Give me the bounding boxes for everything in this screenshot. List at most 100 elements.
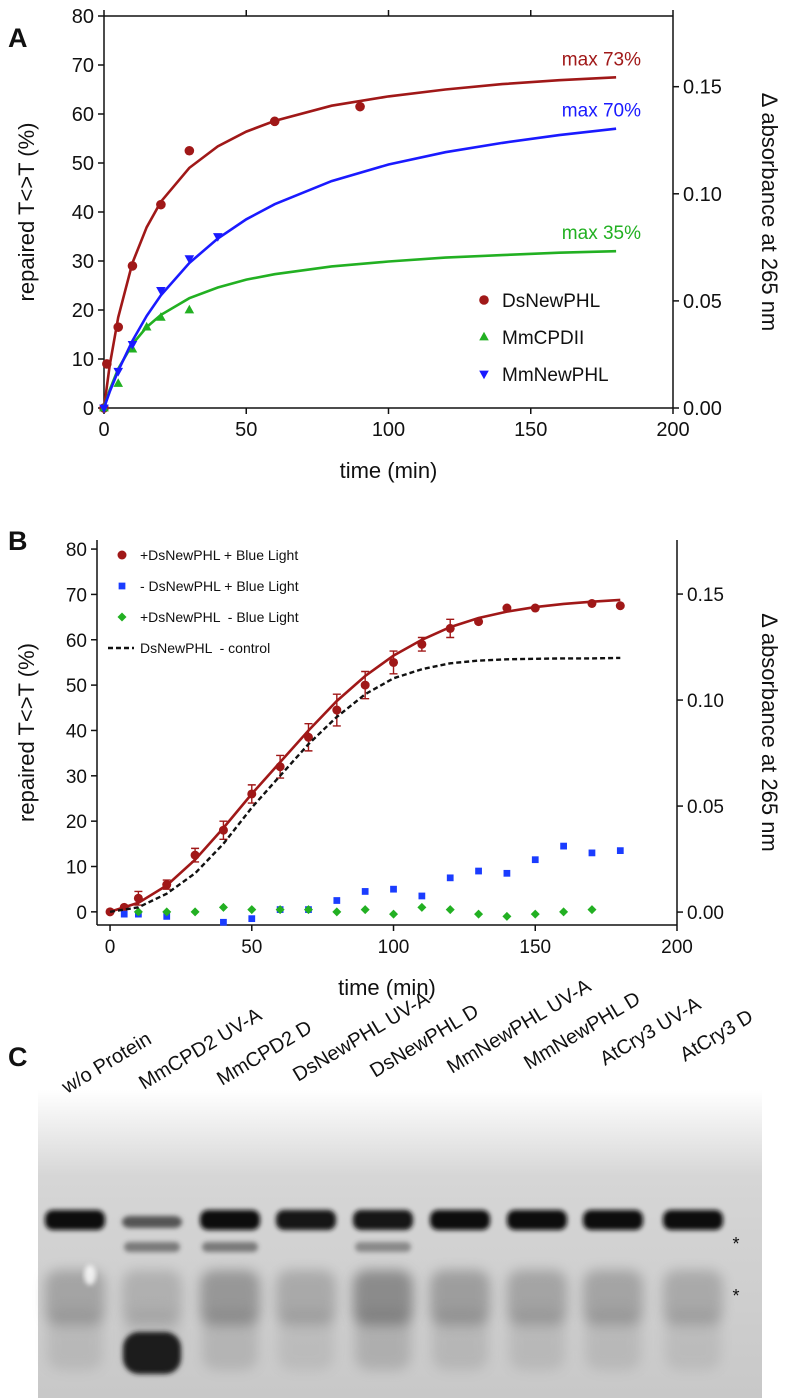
marker <box>389 657 399 667</box>
marker <box>445 905 455 915</box>
marker <box>156 287 166 296</box>
y-tick-label: 30 <box>72 251 94 273</box>
gel-smear <box>665 1310 721 1370</box>
marker <box>616 847 624 855</box>
y2-axis-title: Δ absorbance at 265 nm <box>757 93 782 332</box>
fit-curve <box>102 127 617 409</box>
marker <box>360 680 370 690</box>
gel-smear <box>355 1310 411 1370</box>
y-tick-label: 50 <box>66 676 87 697</box>
y-axis-title: repaired T<>T (%) <box>14 643 39 822</box>
x-axis-title: time (min) <box>340 458 438 483</box>
legend-marker <box>117 612 127 622</box>
marker <box>163 913 171 920</box>
gel-smear <box>202 1310 258 1370</box>
x-tick-label: 0 <box>105 937 116 958</box>
marker <box>559 907 569 917</box>
marker <box>418 892 426 900</box>
y2-tick-label: 0.00 <box>683 398 722 420</box>
gel-band <box>583 1210 643 1230</box>
y2-tick-label: 0.15 <box>683 77 722 99</box>
y2-tick-label: 0.10 <box>683 184 722 206</box>
marker <box>417 902 427 912</box>
legend-label: MmNewPHL <box>502 365 609 386</box>
marker <box>332 705 342 715</box>
legend-label: MmCPDII <box>502 328 584 349</box>
legend-label: +DsNewPHL + Blue Light <box>140 547 298 563</box>
legend-label: DsNewPHL - control <box>140 640 270 656</box>
marker <box>133 907 143 917</box>
marker <box>213 233 223 242</box>
marker <box>248 915 256 923</box>
marker <box>220 918 227 926</box>
fit-curve <box>102 76 617 409</box>
legend-marker <box>479 295 489 305</box>
marker <box>113 367 124 377</box>
gel-blob <box>123 1332 181 1374</box>
marker <box>355 101 365 112</box>
marker <box>587 905 597 915</box>
gel-band <box>430 1210 490 1230</box>
x-tick-label: 0 <box>98 419 109 441</box>
marker <box>446 874 454 882</box>
gel-band <box>507 1210 567 1230</box>
marker <box>247 905 257 915</box>
legend-label: +DsNewPHL - Blue Light <box>140 609 299 625</box>
y2-tick-label: 0.05 <box>683 291 722 313</box>
y2-tick-label: 0.00 <box>687 903 724 924</box>
marker <box>184 304 195 314</box>
marker <box>133 893 143 903</box>
marker <box>389 909 399 919</box>
marker <box>120 910 128 918</box>
y-tick-label: 0 <box>83 398 94 420</box>
marker <box>503 869 511 877</box>
marker <box>303 905 313 915</box>
marker <box>127 340 138 350</box>
gel-band <box>122 1216 182 1228</box>
marker <box>530 909 540 919</box>
y-tick-label: 40 <box>66 721 87 742</box>
marker <box>275 905 285 915</box>
gel-band <box>353 1210 413 1230</box>
marker <box>184 145 195 156</box>
marker <box>156 199 166 210</box>
marker <box>127 261 138 271</box>
x-tick-label: 150 <box>519 937 551 958</box>
marker <box>218 825 228 835</box>
band-marker: * <box>732 1286 739 1306</box>
gel-band <box>200 1210 260 1230</box>
legend-marker <box>118 582 126 590</box>
gel-band <box>45 1210 105 1230</box>
gel-band <box>355 1242 411 1252</box>
marker <box>615 601 625 611</box>
marker <box>587 598 597 608</box>
marker <box>502 603 512 613</box>
x-axis-title: time (min) <box>338 975 436 1000</box>
x-tick-label: 100 <box>372 419 405 441</box>
y-tick-label: 50 <box>72 153 94 175</box>
gel-spot <box>84 1265 96 1285</box>
y-tick-label: 0 <box>76 903 87 924</box>
marker <box>190 850 200 860</box>
lane-label: w/o Protein <box>57 1028 155 1099</box>
panel-label: A <box>8 23 28 53</box>
marker <box>417 639 427 649</box>
x-tick-label: 100 <box>378 937 410 958</box>
y-tick-label: 60 <box>66 631 87 652</box>
band-marker: * <box>732 1234 739 1254</box>
marker <box>531 856 539 864</box>
x-tick-label: 200 <box>656 419 689 441</box>
marker <box>333 897 341 904</box>
marker <box>332 907 342 917</box>
marker <box>530 603 540 613</box>
gel-smear <box>47 1310 103 1370</box>
y-tick-label: 60 <box>72 104 94 126</box>
y-tick-label: 20 <box>72 300 94 322</box>
annotation: max 73% <box>562 49 641 70</box>
marker <box>269 116 280 127</box>
y2-axis-title: Δ absorbance at 265 nm <box>757 613 782 852</box>
panel-label: B <box>8 526 28 556</box>
marker <box>218 902 228 912</box>
gel-smear <box>509 1310 565 1370</box>
y2-tick-label: 0.05 <box>687 797 724 818</box>
